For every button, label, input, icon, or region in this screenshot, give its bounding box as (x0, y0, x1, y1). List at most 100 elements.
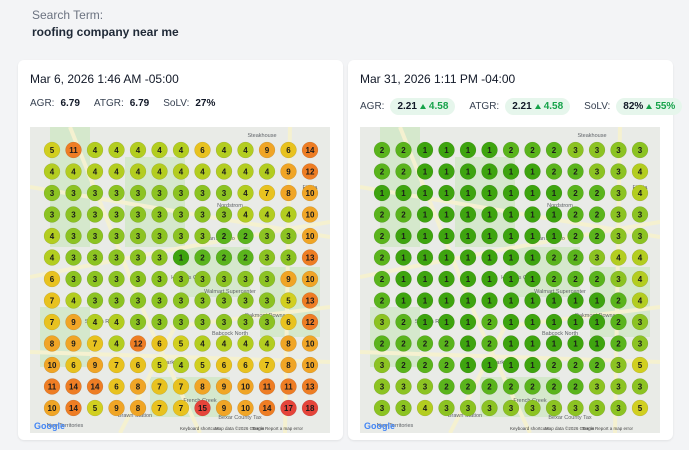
map-footer: Map data ©2026 Google (545, 425, 595, 431)
rank-value: 1 (552, 340, 557, 349)
rank-dot (438, 378, 455, 395)
rank-dot (151, 206, 168, 223)
rank-value: 4 (243, 189, 248, 198)
rank-value: 10 (48, 361, 57, 370)
rank-dot (567, 356, 584, 374)
rank-value: 17 (284, 404, 293, 413)
rank-value: 1 (530, 168, 535, 177)
rank-value: 7 (93, 340, 98, 349)
rank-dot (237, 141, 254, 159)
rank-dot (545, 163, 563, 180)
rank-value: 1 (401, 297, 406, 306)
rank-value: 3 (243, 318, 248, 327)
map-footer: Report a map error (265, 426, 304, 431)
rank-value: 10 (306, 211, 315, 220)
rank-dot (459, 184, 477, 202)
rank-value: 10 (306, 361, 315, 370)
rank-value: 2 (616, 318, 621, 327)
rank-value: 1 (530, 361, 535, 370)
rank-value: 4 (265, 340, 270, 349)
rank-dot (86, 356, 104, 374)
rank-value: 10 (306, 340, 315, 349)
rank-dot (502, 356, 520, 374)
rank-value: 2 (595, 211, 600, 220)
rank-dot (524, 227, 541, 245)
rank-dot (502, 378, 520, 395)
rank-value: 9 (222, 404, 227, 413)
rank-dot (280, 227, 297, 245)
rank-dot (459, 270, 477, 288)
rank-dot (194, 249, 211, 266)
rank-value: 4 (222, 146, 227, 155)
rank-dot (373, 184, 391, 202)
rank-value: 1 (466, 254, 471, 263)
rank-dot (481, 335, 498, 352)
rank-value: 1 (423, 254, 428, 263)
rank-dot (373, 356, 391, 374)
map-label: Babcock North (542, 331, 578, 337)
rank-value: 2 (380, 168, 385, 177)
map-footer: Keyboard shortcuts (180, 426, 220, 431)
rank-value: 1 (444, 189, 449, 198)
rank-dot (481, 141, 498, 159)
rank-value: 2 (595, 361, 600, 370)
rank-dot (129, 313, 147, 331)
rank-dot (258, 270, 276, 288)
rank-dot (567, 227, 584, 245)
rank-dot (610, 356, 627, 374)
rank-value: 4 (616, 254, 621, 263)
rank-dot (215, 356, 233, 374)
rank-value: 3 (200, 275, 205, 284)
rank-value: 2 (401, 340, 406, 349)
rank-dot (172, 227, 190, 245)
rank-dot (395, 227, 412, 245)
rank-value: 2 (401, 168, 406, 177)
rank-value: 1 (530, 297, 535, 306)
rank-dot (108, 378, 125, 395)
rank-value: 1 (466, 146, 471, 155)
rank-value: 9 (286, 168, 291, 177)
rank-dot (395, 184, 412, 202)
rank-dot (524, 206, 541, 223)
rank-value: 3 (114, 297, 119, 306)
rank-dot (481, 249, 498, 266)
rank-dot (108, 356, 125, 374)
rank-value: 2 (401, 318, 406, 327)
rank-value: 4 (71, 297, 76, 306)
rank-dot (567, 399, 584, 417)
rank-value: 1 (444, 318, 449, 327)
rank-dot (631, 206, 649, 223)
rank-dot (631, 335, 649, 352)
rank-dot (481, 378, 498, 395)
rank-value: 1 (509, 254, 514, 263)
rank-value: 2 (401, 211, 406, 220)
rank-value: 1 (423, 168, 428, 177)
rank-value: 1 (179, 254, 184, 263)
rank-dot (502, 141, 520, 159)
rank-value: 3 (243, 275, 248, 284)
rank-value: 2 (616, 340, 621, 349)
rank-dot (416, 184, 434, 202)
rank-dot (237, 292, 254, 309)
rank-dot (65, 378, 82, 395)
rank-value: 3 (380, 318, 385, 327)
map-label: Walmart Supercenter (534, 289, 586, 295)
rank-dot (280, 313, 297, 331)
rank-dot (610, 270, 627, 288)
rank-dot (301, 227, 319, 245)
rank-value: 2 (573, 383, 578, 392)
rank-dot (438, 141, 455, 159)
rank-dot (631, 378, 649, 395)
rank-dot (416, 399, 434, 417)
rank-dot (416, 378, 434, 395)
rank-dot (280, 141, 297, 159)
rank-value: 3 (222, 297, 227, 306)
rank-dot (151, 270, 168, 288)
rank-value: 3 (157, 232, 162, 241)
rank-value: 3 (595, 168, 600, 177)
rank-value: 1 (487, 211, 492, 220)
rank-dot (301, 163, 319, 180)
rank-dot (280, 270, 297, 288)
rank-value: 4 (265, 168, 270, 177)
rank-value: 3 (595, 404, 600, 413)
